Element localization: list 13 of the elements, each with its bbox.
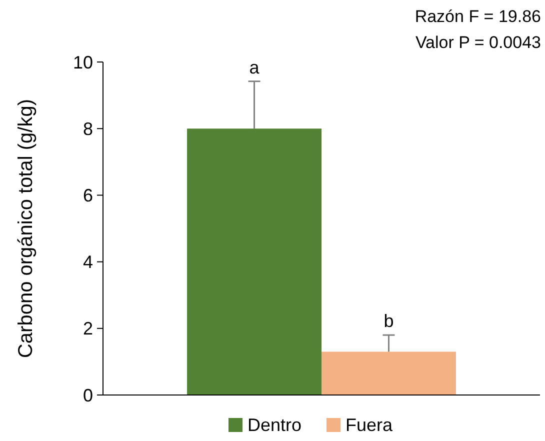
legend-label: Fuera [346,415,394,435]
y-tick-label: 6 [82,186,93,206]
y-axis-title: Carbono orgánico total (g/kg) [15,98,37,358]
y-tick-label: 4 [82,252,93,272]
text: Valor P = 0.0043 [415,33,541,52]
y-tick-label: 2 [82,318,93,339]
data-label: a [249,57,260,78]
legend-label: Dentro [248,415,302,435]
y-tick-label: 8 [82,118,93,139]
data-label: b [384,311,394,332]
text: Razón F = 19.86 [414,7,541,26]
y-tick-label: 10 [72,52,93,72]
y-tick-label: 0 [82,385,93,406]
